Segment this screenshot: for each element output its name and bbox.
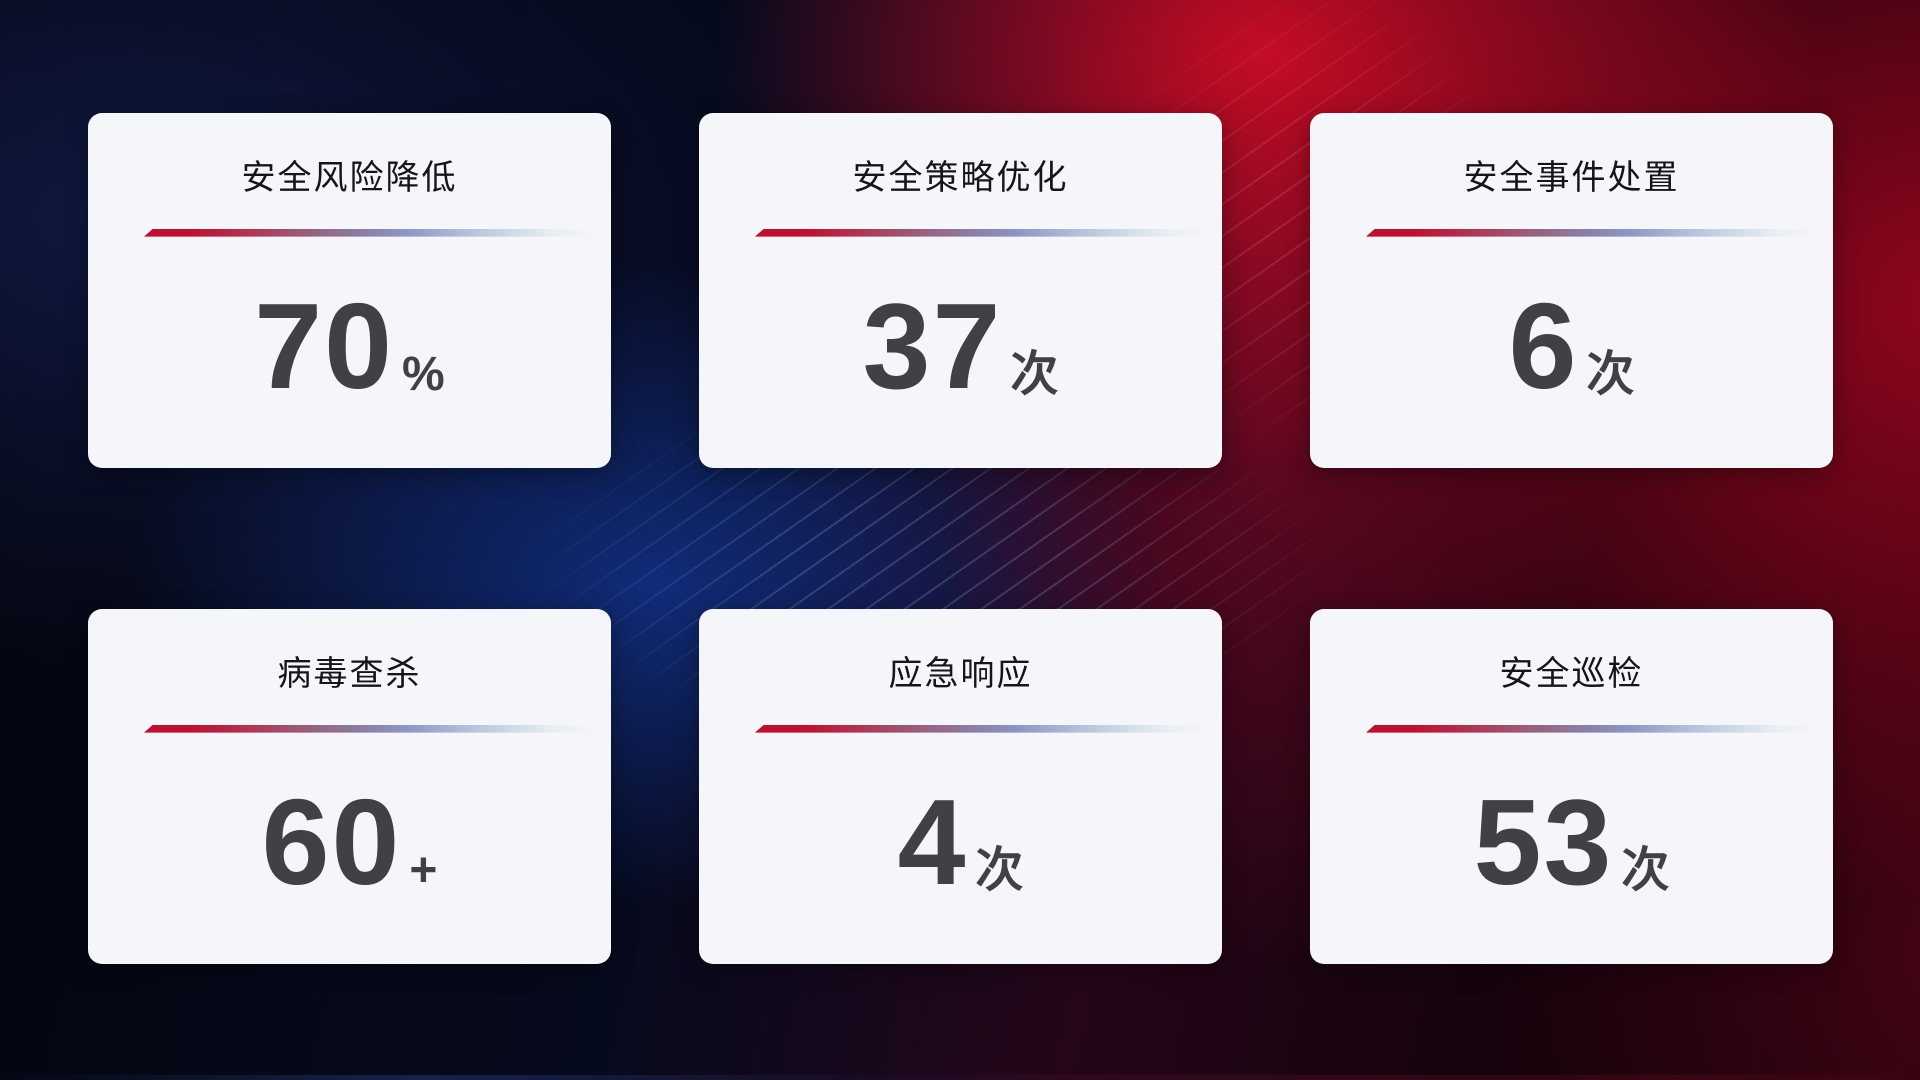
card-value-number: 70 <box>254 277 394 414</box>
bottom-edge-gradient <box>0 1075 1920 1080</box>
card-value-number: 53 <box>1473 773 1614 910</box>
card-value-number: 6 <box>1508 277 1579 414</box>
card-value-unit: + <box>409 843 438 897</box>
card-value-number: 60 <box>261 773 402 910</box>
card-value-unit: 次 <box>975 843 1024 897</box>
card-divider <box>144 228 597 237</box>
card-title: 安全策略优化 <box>852 159 1069 197</box>
stat-card-risk-reduction: 安全风险降低 70 % <box>88 113 611 468</box>
stat-card-virus-scan: 病毒查杀 60 + <box>88 609 611 964</box>
card-title: 安全巡检 <box>1499 655 1644 693</box>
card-divider <box>1366 724 1819 733</box>
card-value-number: 37 <box>862 277 1003 414</box>
stat-card-emergency-response: 应急响应 4 次 <box>699 609 1222 964</box>
stat-card-policy-optimization: 安全策略优化 37 次 <box>699 113 1222 468</box>
card-value-unit: 次 <box>1621 843 1670 897</box>
card-divider <box>1366 228 1819 237</box>
card-title: 病毒查杀 <box>277 655 422 693</box>
card-title: 安全事件处置 <box>1463 159 1680 197</box>
card-value: 70 % <box>254 285 444 407</box>
card-divider <box>755 724 1208 733</box>
card-value: 53 次 <box>1474 781 1670 903</box>
card-value-unit: 次 <box>1586 347 1635 401</box>
card-value-unit: 次 <box>1010 347 1059 401</box>
stat-card-incident-handling: 安全事件处置 6 次 <box>1310 113 1833 468</box>
stat-card-security-inspection: 安全巡检 53 次 <box>1310 609 1833 964</box>
card-title: 应急响应 <box>888 655 1033 693</box>
card-value-unit: % <box>402 347 445 401</box>
stats-grid: 安全风险降低 70 % 安全策略优化 37 次 安全事件处置 6 次 病毒查 <box>88 113 1833 964</box>
card-title: 安全风险降低 <box>241 159 458 197</box>
card-value: 60 + <box>262 781 438 903</box>
card-value: 4 次 <box>898 781 1024 903</box>
card-value: 6 次 <box>1509 285 1635 407</box>
card-value-number: 4 <box>897 773 968 910</box>
card-divider <box>144 724 597 733</box>
card-value: 37 次 <box>863 285 1059 407</box>
card-divider <box>755 228 1208 237</box>
